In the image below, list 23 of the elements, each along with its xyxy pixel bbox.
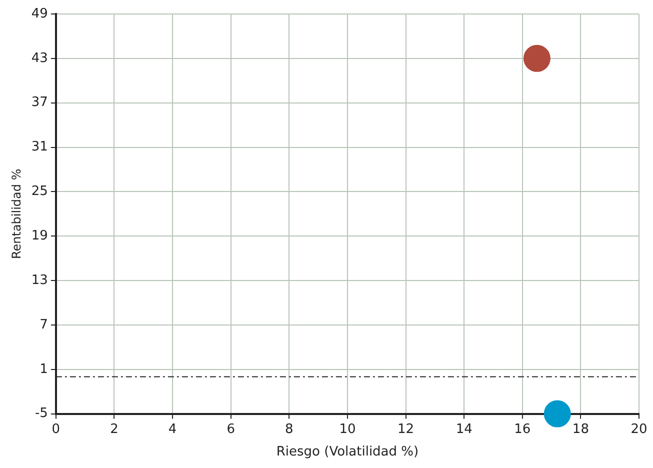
x-tick-label: 16 <box>514 422 531 437</box>
x-tick-label: 12 <box>398 422 414 437</box>
y-tick-label: 31 <box>31 140 48 155</box>
x-tick-label: 0 <box>52 422 60 437</box>
x-tick-label: 10 <box>339 422 356 437</box>
y-axis-title: Rentabilidad % <box>9 168 24 260</box>
y-tick-label: 25 <box>31 184 48 200</box>
y-tick-label: 7 <box>40 317 48 332</box>
x-tick-label: 4 <box>168 422 177 437</box>
x-tick-label: 20 <box>630 422 648 437</box>
x-axis-title: Riesgo (Volatilidad %) <box>276 444 419 460</box>
y-tick-label: 1 <box>40 362 48 377</box>
y-tick-label: 37 <box>31 95 48 110</box>
x-tick-label: 18 <box>572 422 589 437</box>
x-tick-label: 2 <box>110 422 118 437</box>
y-tick-label: 13 <box>31 272 48 288</box>
y-tick-label: 49 <box>31 6 48 22</box>
y-tick-label: 19 <box>31 228 48 244</box>
x-tick-label: 14 <box>456 422 472 437</box>
x-tick-label: 6 <box>226 422 235 437</box>
y-tick-label: 43 <box>31 50 48 66</box>
x-tick-label: 8 <box>285 422 294 437</box>
y-tick-label: -5 <box>34 406 48 422</box>
